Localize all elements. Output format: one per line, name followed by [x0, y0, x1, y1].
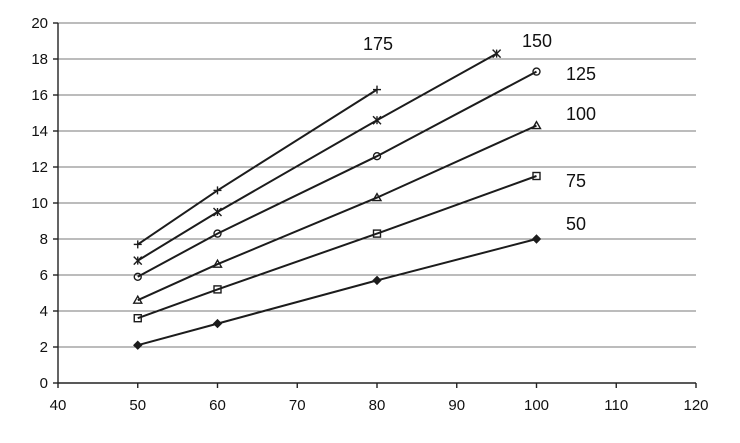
- data-point-square-marker: [213, 285, 222, 294]
- x-tick-label: 90: [448, 397, 465, 414]
- series-lines: [132, 49, 542, 350]
- data-point-plus-marker: [213, 186, 222, 195]
- tick-labels: 0 2 4 6 8 10 12 14 16 18 20 40 50 60 70 80 90 100 110 120: [31, 15, 708, 414]
- axes: [53, 22, 697, 388]
- series-75: [133, 171, 541, 323]
- data-point-diamond-marker: [133, 340, 143, 350]
- y-tick-label: 4: [40, 303, 48, 320]
- y-tick-label: 6: [40, 267, 48, 284]
- data-point-diamond-marker: [372, 275, 382, 286]
- data-point-diamond-marker: [531, 234, 542, 244]
- data-point-star-marker: [372, 115, 382, 125]
- data-point-star-marker: [213, 207, 222, 217]
- series-line-100: [137, 124, 537, 302]
- y-tick-label: 16: [31, 87, 48, 104]
- y-tick-label: 0: [40, 375, 48, 392]
- series-label-175: 175: [363, 34, 393, 54]
- series-50: [133, 234, 542, 350]
- x-tick-label: 80: [369, 397, 386, 414]
- series-line-75: [137, 175, 537, 320]
- series-label-150: 150: [522, 31, 552, 51]
- x-tick-label: 100: [524, 397, 549, 414]
- series-150: [133, 49, 502, 266]
- series-labels: 175 150 125 100 75 50: [363, 31, 596, 234]
- series-175: [133, 85, 381, 249]
- series-label-75: 75: [566, 171, 586, 191]
- data-point-circle-marker: [133, 272, 142, 281]
- y-tick-label: 18: [31, 51, 48, 68]
- x-tick-label: 70: [289, 397, 306, 414]
- data-point-triangle-marker: [212, 258, 223, 268]
- y-tick-label: 8: [40, 231, 48, 248]
- y-tick-label: 14: [31, 123, 48, 140]
- data-point-square-marker: [372, 229, 382, 238]
- y-tick-label: 10: [31, 195, 48, 212]
- data-point-triangle-marker: [371, 192, 383, 202]
- data-point-circle-marker: [532, 67, 541, 76]
- data-point-square-marker: [532, 171, 541, 181]
- x-tick-label: 60: [209, 397, 226, 414]
- x-tick-label: 40: [50, 397, 67, 414]
- series-125: [133, 67, 541, 281]
- data-point-triangle-marker: [531, 120, 542, 130]
- series-label-50: 50: [566, 214, 586, 234]
- y-tick-label: 20: [31, 15, 48, 32]
- series-label-100: 100: [566, 104, 596, 124]
- x-tick-label: 50: [129, 397, 146, 414]
- y-tick-label: 12: [31, 159, 48, 176]
- x-tick-label: 120: [683, 397, 708, 414]
- y-tick-label: 2: [40, 339, 48, 356]
- data-point-plus-marker: [373, 85, 381, 94]
- data-point-circle-marker: [372, 151, 382, 161]
- series-line-150: [137, 52, 498, 262]
- series-label-125: 125: [566, 64, 596, 84]
- data-point-star-marker: [492, 49, 502, 59]
- x-tick-label: 110: [604, 397, 628, 414]
- series-line-50: [137, 238, 537, 347]
- gridlines: [58, 22, 696, 348]
- series-100: [132, 120, 542, 304]
- data-point-square-marker: [133, 314, 142, 323]
- data-point-circle-marker: [213, 229, 222, 238]
- data-point-diamond-marker: [212, 318, 223, 329]
- data-point-plus-marker: [133, 240, 142, 249]
- data-point-triangle-marker: [132, 294, 143, 304]
- series-line-125: [137, 70, 537, 278]
- data-point-star-marker: [133, 256, 143, 266]
